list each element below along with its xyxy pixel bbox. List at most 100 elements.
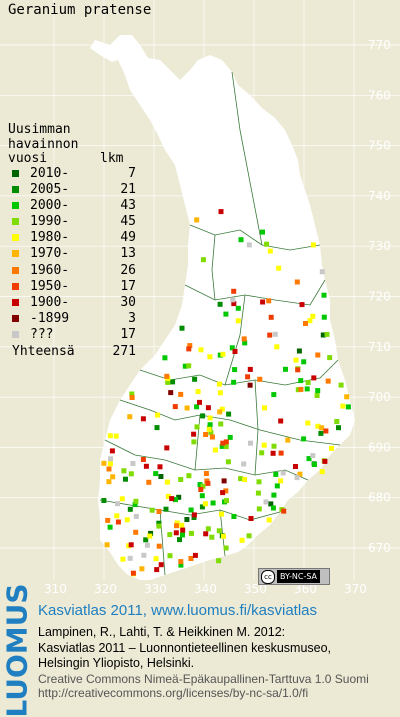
observation-dot [180, 532, 185, 538]
observation-dot [217, 390, 223, 396]
observation-dot [306, 456, 312, 462]
observation-dot [295, 367, 301, 373]
northing-label: 750 [368, 139, 391, 153]
observation-dot [191, 431, 197, 437]
legend-item-label: 1960- [30, 262, 70, 278]
easting-label: 370 [344, 582, 367, 596]
northing-label: 710 [368, 340, 391, 354]
observation-dot [276, 265, 282, 271]
legend-item-label: 1980- [30, 230, 70, 246]
legend-item: 1990- 45 [8, 215, 136, 231]
observation-dot [195, 389, 201, 395]
observation-dot [107, 433, 113, 439]
legend-swatch [12, 201, 19, 209]
observation-dot [110, 474, 116, 480]
observation-dot [220, 440, 226, 446]
observation-dot [148, 530, 154, 536]
observation-dot [174, 523, 179, 529]
legend-item-count: 26 [120, 262, 136, 278]
legend-item-label: -1899 [30, 311, 70, 327]
observation-dot [305, 420, 311, 426]
observation-dot [203, 531, 209, 537]
observation-dot [123, 476, 128, 482]
observation-dot [130, 461, 136, 466]
legend-item-label: 2000- [30, 197, 70, 213]
legend-swatch [12, 185, 19, 193]
observation-dot [260, 299, 266, 305]
observation-dot [154, 567, 160, 573]
observation-dot [318, 430, 324, 436]
observation-dot [200, 413, 206, 419]
observation-dot [219, 511, 224, 517]
observation-dot [200, 483, 206, 489]
observation-dot [239, 537, 245, 543]
observation-dot [109, 448, 115, 454]
legend-swatch [12, 315, 19, 323]
legend-swatch [12, 250, 19, 258]
observation-dot [311, 375, 317, 381]
observation-dot [162, 355, 168, 361]
observation-dot [295, 387, 301, 393]
observation-dot [203, 432, 209, 437]
observation-dot [283, 366, 288, 372]
legend-item: 1980- 49 [8, 230, 136, 247]
observation-dot [294, 475, 300, 481]
observation-dot [278, 418, 284, 424]
observation-dot [238, 237, 244, 243]
observation-dot [191, 512, 197, 518]
observation-dot [114, 513, 120, 519]
legend-item-label: 2005- [30, 181, 70, 197]
observation-dot [156, 509, 162, 514]
observation-dot [223, 444, 229, 450]
observation-dot [312, 462, 317, 467]
northing-label: 730 [368, 239, 391, 253]
observation-dot [221, 478, 227, 484]
legend-item-count: 43 [120, 197, 136, 213]
legend-item-count: 30 [120, 295, 136, 310]
observation-dot [216, 558, 222, 564]
observation-dot [321, 314, 327, 320]
observation-dot [207, 354, 213, 360]
license-link[interactable]: http://creativecommons.org/licenses/by-n… [38, 686, 309, 700]
observation-dot [229, 345, 235, 351]
atlas-link[interactable]: Kasviatlas 2011, www.luomus.fi/kasviatla… [38, 602, 318, 619]
observation-dot [345, 404, 351, 410]
easting-label: 340 [194, 582, 217, 596]
observation-dot [157, 464, 163, 470]
legend-item: 1960- 26 [8, 262, 136, 280]
observation-dot [315, 388, 321, 394]
observation-dot [310, 313, 316, 319]
observation-dot [227, 434, 233, 440]
observation-dot [264, 241, 270, 247]
observation-dot [178, 477, 184, 482]
observation-dot [115, 519, 121, 525]
legend-swatch [12, 169, 19, 177]
observation-dot [315, 352, 321, 358]
observation-dot [274, 483, 280, 489]
observation-dot [121, 468, 127, 474]
observation-dot [156, 520, 162, 526]
observation-dot [169, 496, 175, 502]
observation-dot [164, 479, 170, 485]
observation-dot [270, 505, 276, 511]
observation-dot [168, 390, 174, 396]
observation-dot [344, 394, 350, 400]
observation-dot [101, 498, 107, 503]
observation-dot [256, 506, 262, 512]
observation-dot [266, 517, 272, 523]
observation-dot [242, 477, 248, 482]
observation-dot [245, 374, 251, 380]
cc-license-badge[interactable]: cc BY-NC-SA [258, 568, 330, 585]
observation-dot [188, 556, 194, 561]
observation-dot [238, 476, 244, 482]
observation-dot [158, 474, 164, 479]
observation-dot [205, 405, 211, 411]
observation-dot [298, 378, 304, 384]
observation-dot [307, 318, 313, 324]
legend-item-count: 13 [120, 246, 136, 262]
observation-dot [281, 508, 287, 514]
observation-dot [232, 367, 238, 373]
observation-dot [156, 543, 162, 549]
observation-dot [246, 242, 252, 248]
